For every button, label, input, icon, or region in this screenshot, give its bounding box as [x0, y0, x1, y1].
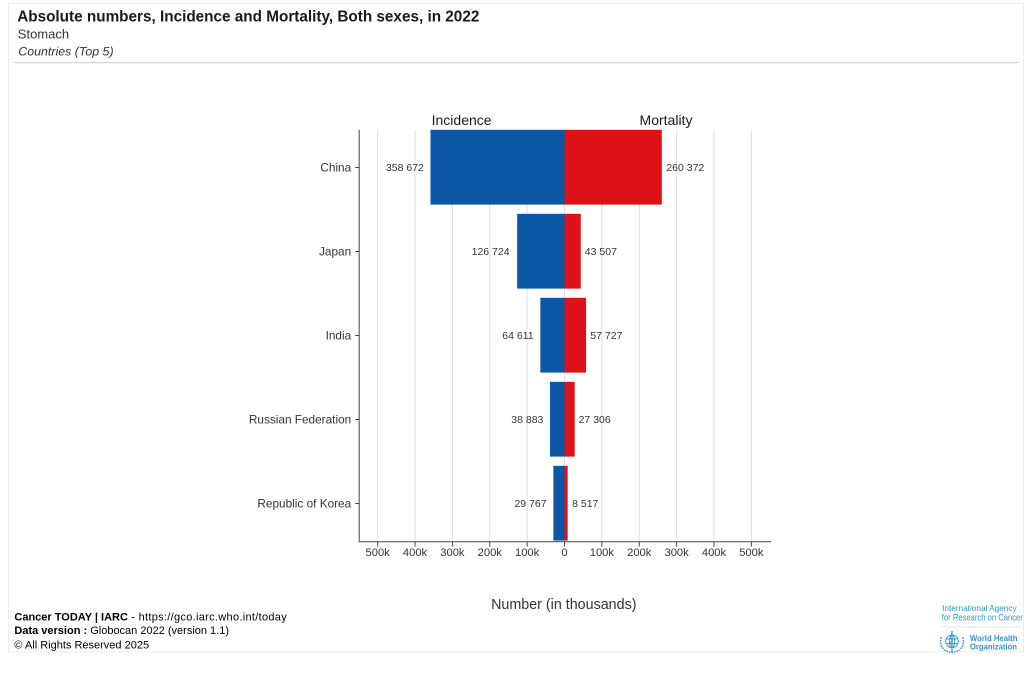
svg-text:Japan: Japan [319, 245, 351, 259]
svg-text:38 883: 38 883 [511, 414, 543, 426]
svg-text:for Research on Cancer: for Research on Cancer [942, 613, 1023, 623]
svg-text:Stomach: Stomach [18, 26, 69, 41]
svg-text:100k: 100k [515, 547, 540, 559]
svg-text:Republic of Korea: Republic of Korea [257, 497, 351, 511]
svg-text:India: India [326, 329, 352, 343]
svg-text:China: China [320, 161, 351, 175]
svg-text:43 507: 43 507 [585, 246, 617, 258]
svg-text:260 372: 260 372 [666, 162, 704, 174]
svg-text:Data version : Globocan 2022 (: Data version : Globocan 2022 (version 1.… [14, 625, 229, 637]
svg-text:© All Rights Reserved 2025: © All Rights Reserved 2025 [14, 639, 149, 651]
svg-text:Russian Federation: Russian Federation [249, 413, 351, 427]
svg-text:World Health: World Health [970, 633, 1018, 643]
svg-text:500k: 500k [739, 547, 764, 559]
svg-text:358 672: 358 672 [386, 162, 424, 174]
svg-text:400k: 400k [403, 547, 428, 559]
svg-text:0: 0 [561, 547, 567, 559]
svg-text:Organization: Organization [970, 642, 1017, 652]
svg-text:126 724: 126 724 [472, 246, 510, 258]
svg-text:Number (in thousands): Number (in thousands) [491, 597, 636, 613]
svg-text:Mortality: Mortality [640, 112, 693, 128]
svg-text:57 727: 57 727 [590, 330, 622, 342]
svg-text:Countries (Top 5): Countries (Top 5) [18, 45, 113, 59]
svg-text:Incidence: Incidence [432, 112, 492, 128]
svg-text:Absolute numbers, Incidence an: Absolute numbers, Incidence and Mortalit… [17, 9, 479, 26]
svg-text:8 517: 8 517 [572, 498, 598, 510]
svg-text:64 611: 64 611 [502, 330, 533, 342]
svg-text:300k: 300k [440, 547, 465, 559]
svg-text:400k: 400k [702, 547, 727, 559]
svg-text:200k: 200k [478, 547, 503, 559]
svg-text:200k: 200k [627, 547, 652, 559]
svg-text:27 306: 27 306 [579, 414, 611, 426]
svg-text:Cancer TODAY | IARC - https://: Cancer TODAY | IARC - https://gco.iarc.w… [14, 612, 287, 624]
svg-text:100k: 100k [590, 547, 615, 559]
svg-text:500k: 500k [366, 547, 391, 559]
svg-text:International Agency: International Agency [942, 603, 1017, 613]
svg-text:300k: 300k [664, 547, 689, 559]
svg-text:29 767: 29 767 [514, 498, 546, 510]
